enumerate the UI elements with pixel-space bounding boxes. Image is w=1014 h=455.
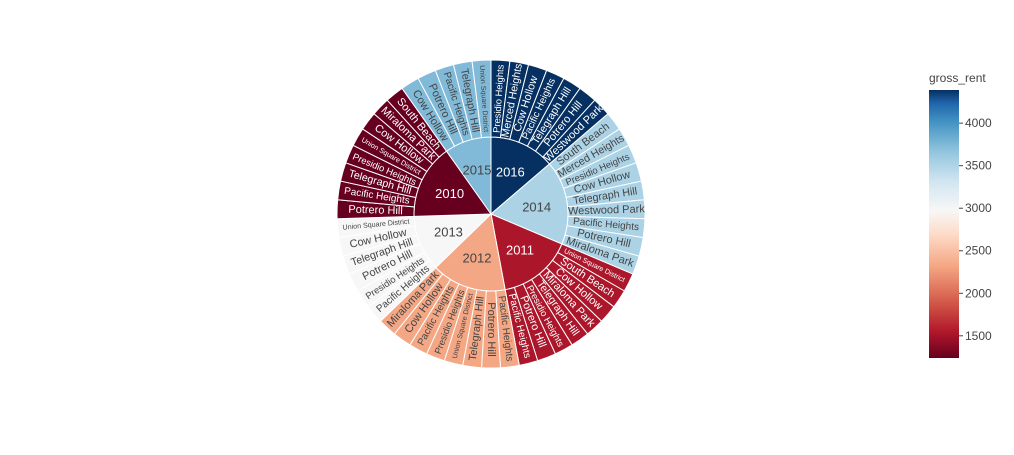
sector-label-2014-westwood-park: Westwood Park bbox=[568, 203, 646, 217]
sector-label-2016: 2016 bbox=[496, 165, 525, 180]
sector-label-2010-potrero-hill: Potrero Hill bbox=[348, 204, 403, 218]
colorbar-ticks: 1500 2000 2500 3000 3500 4000 bbox=[959, 116, 992, 343]
colorbar-tick-label: 1500 bbox=[965, 329, 992, 343]
sector-label-2016-presidio-heights: Presidio Heights bbox=[491, 64, 506, 133]
colorbar-title: gross_rent bbox=[929, 71, 986, 85]
colorbar: gross_rent 1500 2000 2500 3000 3500 4000 bbox=[929, 71, 992, 358]
sector-label-2014: 2014 bbox=[522, 199, 551, 214]
sector-label-2012-potrero-hill: Potrero Hill bbox=[485, 302, 497, 356]
colorbar-tick-label: 4000 bbox=[965, 116, 992, 130]
sector-label-2011: 2011 bbox=[506, 242, 534, 257]
colorbar-tick-label: 3500 bbox=[965, 159, 992, 173]
colorbar-tick-label: 2500 bbox=[965, 244, 992, 258]
sector-label-2010: 2010 bbox=[435, 186, 464, 201]
colorbar-tick-label: 2000 bbox=[965, 286, 992, 300]
colorbar-gradient bbox=[929, 90, 959, 358]
sector-label-2015: 2015 bbox=[463, 162, 492, 177]
colorbar-tick-label: 3000 bbox=[965, 201, 992, 215]
sector-label-2012: 2012 bbox=[463, 251, 492, 266]
sector-label-2013: 2013 bbox=[434, 225, 463, 240]
sector-2015-union-square-district[interactable] bbox=[471, 59, 492, 139]
